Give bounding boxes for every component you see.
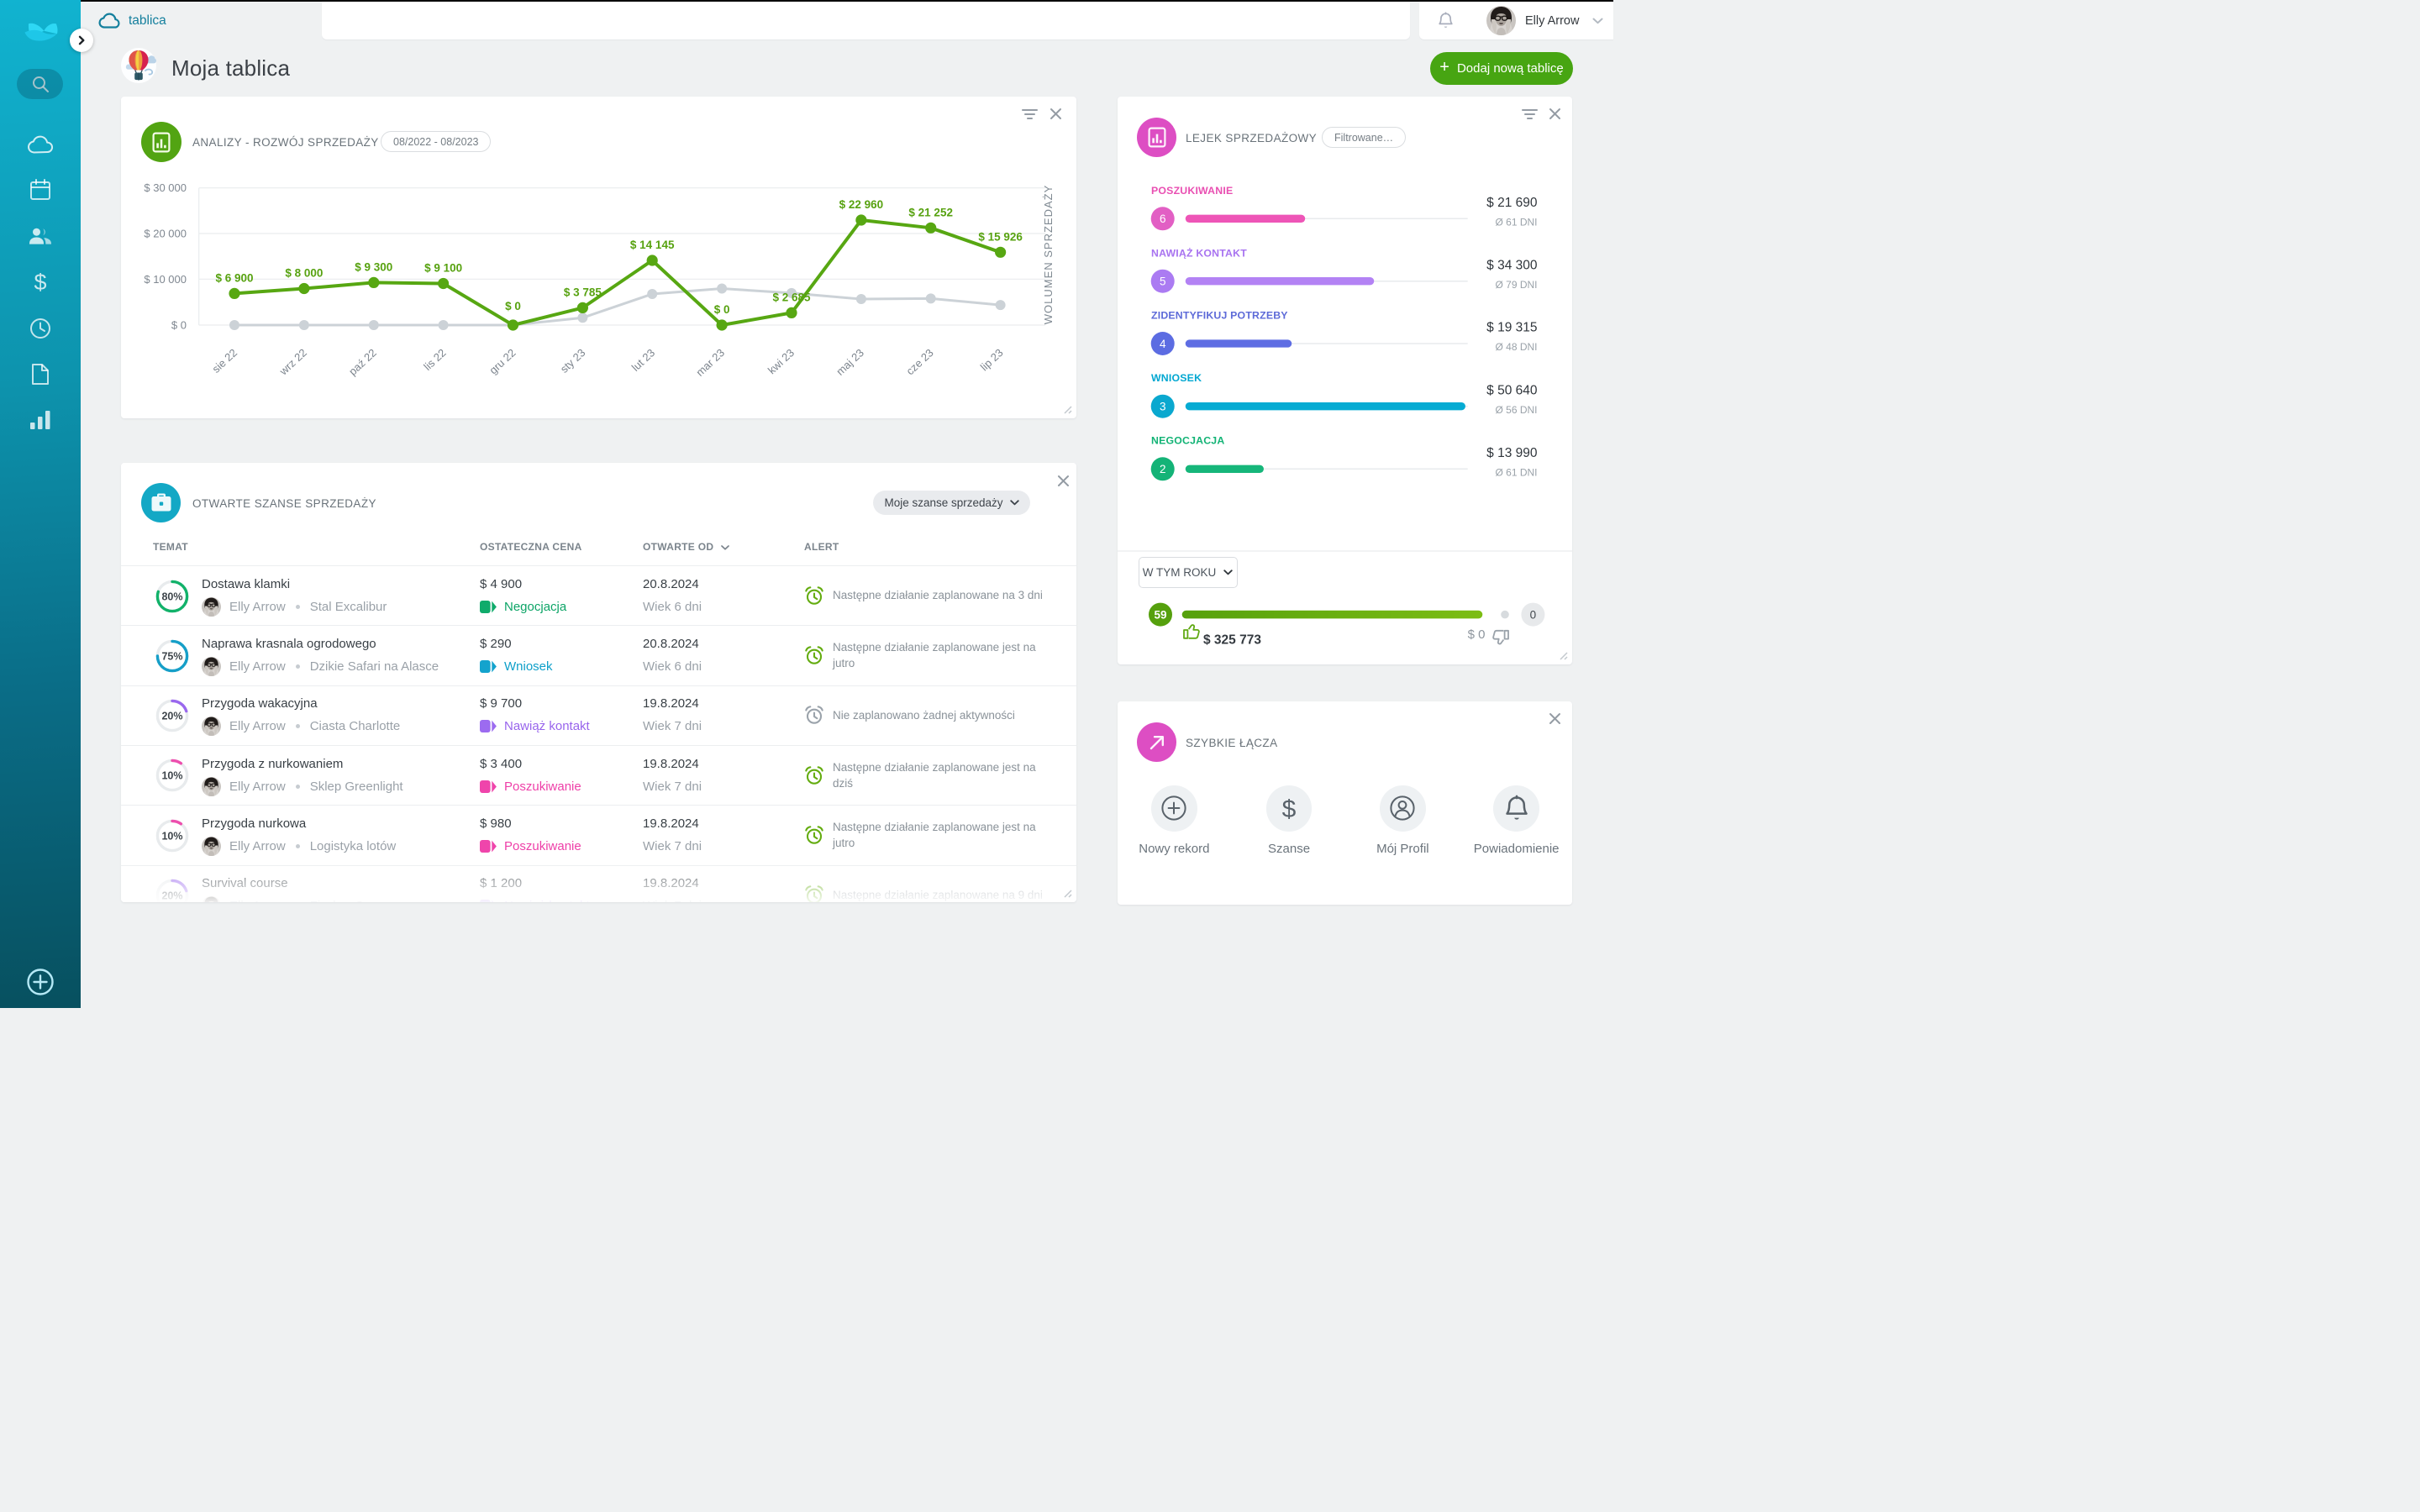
svg-text:$ 21 690: $ 21 690 (1486, 196, 1538, 210)
svg-text:wrz 22: wrz 22 (276, 346, 309, 378)
svg-text:gru 22: gru 22 (487, 346, 518, 376)
svg-text:Ø 79 DNI: Ø 79 DNI (1495, 279, 1537, 291)
svg-text:$ 15 926: $ 15 926 (978, 230, 1023, 243)
svg-text:$ 8 000: $ 8 000 (285, 267, 323, 280)
svg-text:NAWIĄŻ KONTAKT: NAWIĄŻ KONTAKT (1151, 246, 1247, 259)
svg-text:$ 9 100: $ 9 100 (424, 262, 462, 275)
svg-text:Ø 61 DNI: Ø 61 DNI (1495, 467, 1537, 479)
svg-text:$ 34 300: $ 34 300 (1486, 258, 1538, 272)
svg-text:lis 22: lis 22 (421, 346, 448, 373)
svg-text:$ 0: $ 0 (171, 319, 187, 332)
svg-text:maj 23: maj 23 (834, 346, 866, 378)
svg-text:WNIOSEK: WNIOSEK (1151, 372, 1202, 384)
svg-text:59: 59 (1154, 609, 1166, 622)
svg-text:20%: 20% (161, 890, 182, 901)
svg-text:NEGOCJACJA: NEGOCJACJA (1151, 434, 1224, 446)
svg-text:5: 5 (1160, 276, 1166, 288)
svg-text:ZIDENTYFIKUJ POTRZEBY: ZIDENTYFIKUJ POTRZEBY (1151, 310, 1288, 322)
svg-text:0: 0 (1530, 609, 1537, 622)
svg-text:mar 23: mar 23 (693, 346, 727, 379)
svg-text:POSZUKIWANIE: POSZUKIWANIE (1151, 185, 1233, 197)
svg-text:$ 14 145: $ 14 145 (630, 239, 675, 251)
svg-text:WOLUMEN SPRZEDAŻY: WOLUMEN SPRZEDAŻY (1042, 185, 1055, 325)
svg-text:lut 23: lut 23 (629, 346, 657, 374)
svg-text:80%: 80% (161, 591, 182, 602)
svg-text:$ 10 000: $ 10 000 (144, 273, 187, 286)
svg-text:$: $ (34, 270, 46, 294)
svg-text:$ 30 000: $ 30 000 (144, 181, 187, 194)
svg-text:Ø 61 DNI: Ø 61 DNI (1495, 217, 1537, 228)
svg-text:$ 0: $ 0 (1468, 627, 1486, 642)
svg-text:$ 325 773: $ 325 773 (1203, 633, 1261, 648)
svg-text:$ 9 300: $ 9 300 (355, 260, 392, 273)
svg-text:lip 23: lip 23 (978, 346, 1006, 373)
svg-text:20%: 20% (161, 710, 182, 722)
svg-text:$ 0: $ 0 (505, 300, 521, 312)
svg-text:$ 2 685: $ 2 685 (772, 291, 811, 303)
svg-text:$: $ (1282, 795, 1297, 822)
svg-text:$ 13 990: $ 13 990 (1486, 446, 1538, 460)
svg-text:$ 0: $ 0 (714, 303, 730, 316)
svg-text:10%: 10% (161, 830, 182, 842)
svg-text:$ 22 960: $ 22 960 (839, 198, 884, 211)
svg-text:Ø 56 DNI: Ø 56 DNI (1495, 404, 1537, 416)
svg-text:$ 50 640: $ 50 640 (1486, 383, 1538, 397)
svg-text:sie 22: sie 22 (209, 346, 239, 375)
svg-text:4: 4 (1160, 338, 1166, 350)
svg-text:2: 2 (1160, 463, 1166, 475)
svg-text:6: 6 (1160, 213, 1166, 225)
svg-text:$ 19 315: $ 19 315 (1486, 321, 1537, 335)
svg-text:75%: 75% (161, 650, 182, 662)
svg-text:$ 6 900: $ 6 900 (215, 271, 253, 284)
svg-text:$ 20 000: $ 20 000 (144, 228, 187, 240)
svg-text:cze 23: cze 23 (903, 346, 935, 377)
svg-text:10%: 10% (161, 770, 182, 782)
svg-text:paź 22: paź 22 (346, 346, 379, 378)
svg-text:$ 3 785: $ 3 785 (564, 286, 602, 298)
svg-text:3: 3 (1160, 401, 1166, 413)
svg-text:$ 21 252: $ 21 252 (908, 206, 953, 218)
svg-text:Ø 48 DNI: Ø 48 DNI (1495, 341, 1537, 353)
svg-text:sty 23: sty 23 (558, 346, 588, 375)
svg-text:kwi 23: kwi 23 (765, 346, 797, 376)
